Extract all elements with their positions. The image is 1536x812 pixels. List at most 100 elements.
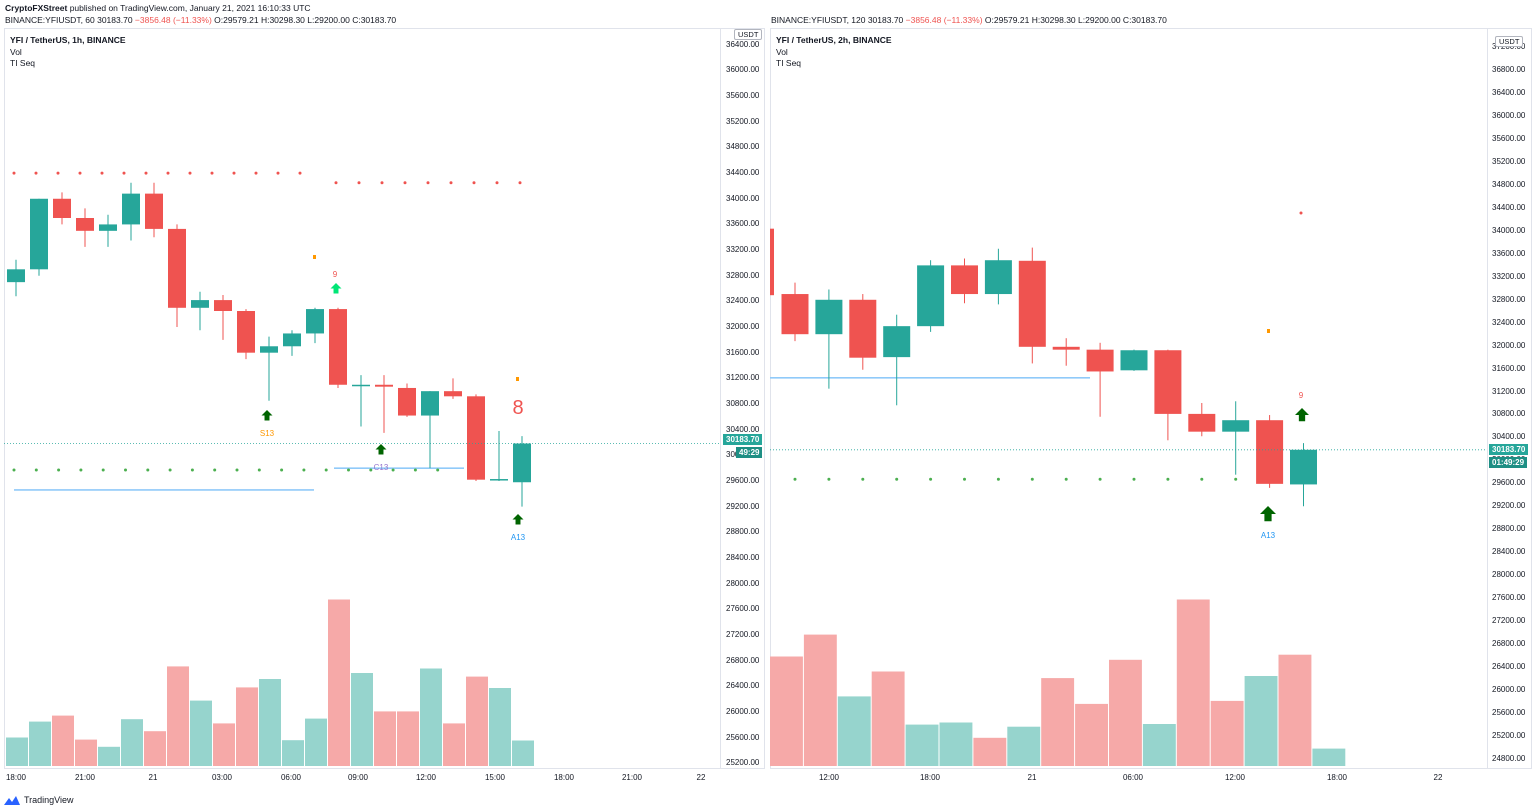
resistance-dot <box>100 171 104 175</box>
seq-label-s13: S13 <box>260 429 275 438</box>
ohlc-low: L:29200.00 <box>304 15 350 25</box>
legend-vol[interactable]: Vol <box>776 46 788 57</box>
y-tick-label: 33200.00 <box>726 245 760 255</box>
volume-bar <box>489 688 511 766</box>
left-price-chart[interactable]: 9 8 S13 C13 A13 <box>4 28 720 769</box>
support-dot <box>1234 477 1238 481</box>
resistance-dot <box>518 181 522 185</box>
resistance-dot <box>495 181 499 185</box>
volume-bar <box>236 687 258 766</box>
legend-vol[interactable]: Vol <box>10 46 22 57</box>
candle-body <box>1120 350 1148 371</box>
left-last-price-tag: 30183.70 <box>723 434 763 445</box>
y-tick-label: 30400.00 <box>1492 432 1526 442</box>
y-tick-label: 35600.00 <box>1492 134 1526 144</box>
right-price-chart[interactable]: 9 A13 <box>770 28 1487 769</box>
resistance-dot <box>34 171 38 175</box>
right-bar-timer-tag: 01:49:29 <box>1489 457 1528 468</box>
resistance-dot <box>1299 211 1303 215</box>
volume-bar <box>213 723 235 766</box>
y-tick-label: 26400.00 <box>726 681 760 691</box>
support-dot <box>413 468 417 472</box>
y-tick-label: 25600.00 <box>1492 707 1526 717</box>
y-tick-label: 29200.00 <box>726 501 760 511</box>
y-tick-label: 34000.00 <box>1492 225 1526 235</box>
y-tick-label: 26000.00 <box>1492 684 1526 694</box>
candle-body <box>329 309 347 385</box>
right-currency-label[interactable]: USDT <box>1495 36 1524 47</box>
legend-title[interactable]: YFI / TetherUS, 2h, BINANCE <box>776 35 892 45</box>
support-dot <box>1030 477 1034 481</box>
volume-bar <box>770 656 803 766</box>
ohlc-low: L:29200.00 <box>1075 15 1121 25</box>
x-tick-label: 21 <box>1027 773 1037 782</box>
resistance-dot <box>12 171 16 175</box>
candle-body <box>237 311 255 353</box>
candle-body <box>849 299 877 358</box>
support-dot <box>1132 477 1136 481</box>
legend-title[interactable]: YFI / TetherUS, 1h, BINANCE <box>10 35 126 45</box>
volume-bar <box>121 719 143 766</box>
support-dot <box>12 468 16 472</box>
support-dot <box>257 468 261 472</box>
volume-bar <box>1278 654 1312 766</box>
right-price-axis[interactable] <box>1487 28 1533 769</box>
y-tick-label: 35200.00 <box>1492 157 1526 167</box>
resistance-dot <box>78 171 82 175</box>
seq-label-c13: C13 <box>374 463 389 472</box>
candle-body <box>1222 420 1250 432</box>
brand-label: TradingView <box>24 795 74 805</box>
support-dot <box>324 468 328 472</box>
y-tick-label: 26400.00 <box>1492 661 1526 671</box>
candle-body <box>815 299 843 335</box>
volume-bar <box>1041 678 1075 766</box>
legend-indicator[interactable]: TI Seq <box>10 58 36 68</box>
support-dot <box>190 468 194 472</box>
tradingview-footer[interactable]: TradingView <box>4 795 74 805</box>
left-price-axis[interactable] <box>720 28 766 769</box>
y-tick-label: 32800.00 <box>726 270 760 280</box>
support-dot <box>57 468 61 472</box>
legend-indicator[interactable]: TI Seq <box>776 58 802 68</box>
author-name[interactable]: CryptoFXStreet <box>5 3 68 13</box>
y-tick-label: 32800.00 <box>1492 294 1526 304</box>
resistance-dot <box>56 171 60 175</box>
resistance-dot <box>426 181 430 185</box>
candle-body <box>283 333 301 347</box>
candle-body <box>214 300 232 311</box>
left-currency-label[interactable]: USDT <box>734 29 763 40</box>
y-tick-label: 28800.00 <box>1492 524 1526 534</box>
sell-setup-arrow-icon <box>330 283 342 294</box>
y-tick-label: 25600.00 <box>726 732 760 742</box>
candle-body <box>7 269 25 283</box>
volume-bar <box>282 740 304 766</box>
candle-body <box>421 391 439 416</box>
y-tick-label: 27600.00 <box>726 604 760 614</box>
resistance-dot <box>188 171 192 175</box>
resistance-dot <box>276 171 280 175</box>
volume-bar <box>351 673 373 766</box>
candle-body <box>490 479 508 481</box>
ohlc-line-right: BINANCE:YFIUSDT, 120 30183.70 −3856.48 (… <box>771 15 1167 25</box>
y-tick-label: 28400.00 <box>1492 547 1526 557</box>
candle-body <box>951 265 978 295</box>
candle-body <box>375 384 393 387</box>
candle-body <box>1290 449 1317 485</box>
x-tick-label: 15:00 <box>484 773 506 782</box>
right-last-price-tag: 30183.70 <box>1489 444 1529 455</box>
resistance-dot <box>144 171 148 175</box>
seq-dot-orange <box>1267 329 1270 333</box>
resistance-dot <box>232 171 236 175</box>
y-tick-label: 26000.00 <box>726 706 760 716</box>
support-dot <box>436 468 440 472</box>
volume-bar <box>905 724 939 766</box>
volume-bar <box>305 718 327 766</box>
y-tick-label: 33600.00 <box>1492 248 1526 258</box>
support-dot <box>79 468 83 472</box>
resistance-dot <box>298 171 302 175</box>
seq-label-a13: A13 <box>1261 531 1276 540</box>
candle-body <box>306 309 324 334</box>
candle-body <box>917 265 945 327</box>
seq-label-a13: A13 <box>511 533 526 542</box>
x-tick-label: 12:00 <box>1224 773 1246 782</box>
